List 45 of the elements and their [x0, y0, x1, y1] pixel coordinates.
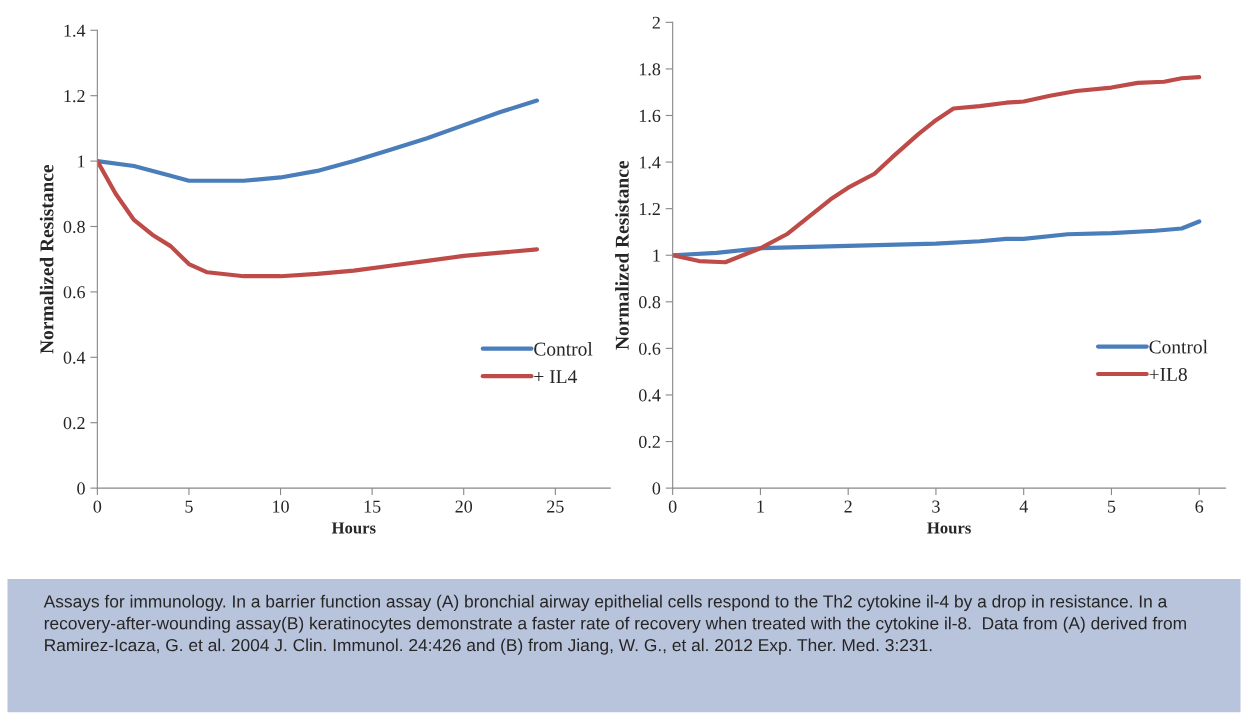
- x-tick-label: 20: [455, 500, 473, 513]
- y-tick-label: 0.8: [638, 296, 661, 309]
- y-tick-label: 1.2: [639, 202, 660, 216]
- y-tick-label: 1: [78, 155, 85, 168]
- y-tick-label: 0.8: [63, 220, 85, 234]
- x-tick-label: 6: [1195, 500, 1204, 513]
- y-tick-label: 2: [652, 16, 660, 29]
- y-tick-label: 1.6: [639, 109, 661, 123]
- y-tick-label: 0.4: [638, 389, 661, 402]
- x-tick-label: 4: [1019, 500, 1028, 513]
- text: Assays for immunology. In a barrier function assay (A) bronchial airway epithelial cells respond to the Th2 cytokine il-4 by a drop in resistance. In a recovery-after-wounding assay(B) keratinocytes demonstrate a faster rate of recovery when treated with the cytokine il-8. Data from (A) derived from Ramirez-Icaza, G. et al. 2004 J. Clin. Immunol. 24:426 and (B) from Jiang, W. G., et al. 2012 Exp. Ther. Med. 3:231.: [43, 594, 1186, 655]
- y-axis-title: Normalized Resistance: [39, 164, 54, 354]
- x-axis-title: Hours: [927, 522, 971, 534]
- y-tick-label: 0: [77, 482, 85, 495]
- y-tick-label: 0: [652, 482, 661, 495]
- y-tick-label: 0.2: [638, 435, 660, 449]
- y-tick-label: 1.4: [64, 24, 86, 37]
- y-axis-title: Normalized Resistance: [615, 160, 629, 350]
- legend-label: + IL4: [534, 370, 577, 383]
- legend-label: +IL8: [1149, 367, 1187, 382]
- line-series: [97, 159, 540, 279]
- x-tick-label: 3: [932, 500, 940, 513]
- line-series: [97, 98, 540, 183]
- x-tick-label: 2: [844, 500, 852, 513]
- x-tick-label: 0: [93, 500, 102, 513]
- y-tick-label: 0.2: [63, 416, 85, 430]
- x-tick-label: 0: [668, 500, 677, 513]
- legend-label: Control: [534, 342, 593, 356]
- y-tick-label: 1.8: [639, 63, 661, 76]
- x-tick-label: 10: [273, 500, 289, 513]
- x-tick-label: 25: [547, 500, 564, 513]
- x-axis-title: Hours: [331, 522, 376, 534]
- y-tick-label: 1: [653, 249, 660, 262]
- x-tick-label: 5: [1107, 500, 1116, 513]
- x-tick-label: 5: [185, 500, 193, 513]
- y-tick-label: 0.6: [63, 286, 85, 299]
- y-tick-label: 1.2: [64, 90, 85, 103]
- line-series: [672, 74, 1202, 265]
- y-tick-label: 1.4: [639, 156, 661, 169]
- y-tick-label: 0.4: [63, 351, 86, 364]
- line-series: [672, 219, 1202, 258]
- x-tick-label: 1: [757, 500, 764, 513]
- x-tick-label: 15: [364, 500, 381, 513]
- legend-label: Control: [1149, 339, 1208, 354]
- y-tick-label: 0.6: [638, 342, 661, 355]
